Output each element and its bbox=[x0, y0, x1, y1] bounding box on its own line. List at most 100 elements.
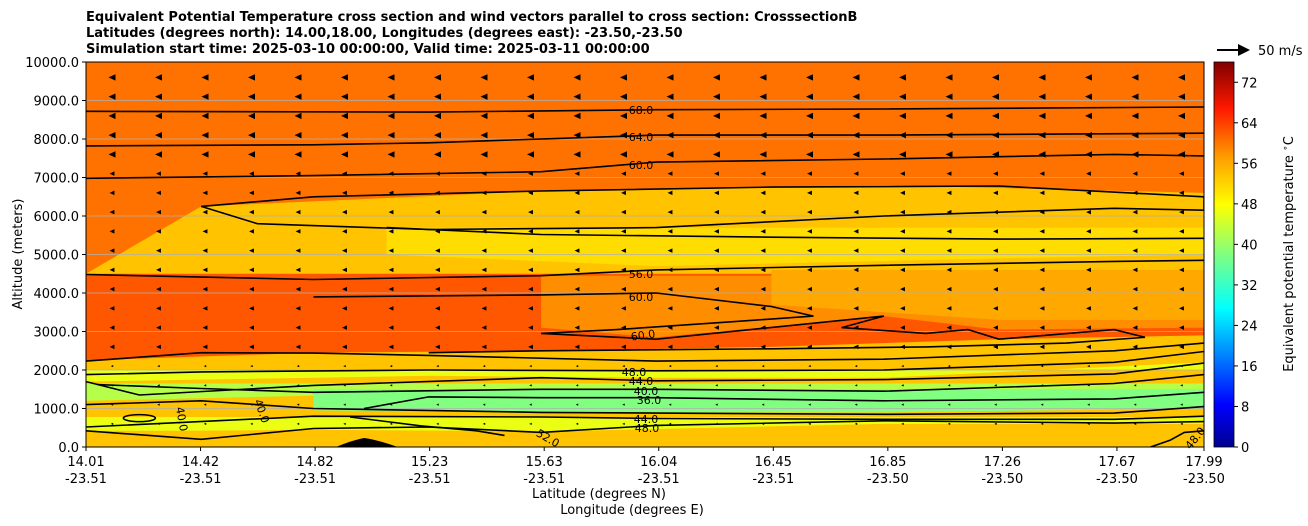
wind-vector-66 bbox=[945, 112, 953, 120]
wind-vector-435 bbox=[250, 422, 253, 426]
wind-vector-182 bbox=[760, 209, 766, 215]
wind-vector-215 bbox=[1179, 229, 1184, 234]
wind-vector-41 bbox=[899, 93, 906, 100]
wind-vector-181 bbox=[714, 209, 719, 215]
wind-vector-213 bbox=[1086, 229, 1091, 234]
temperature-field bbox=[86, 62, 1204, 447]
wind-vector-36 bbox=[666, 93, 674, 100]
wind-vector-1 bbox=[155, 74, 162, 81]
wind-vector-3 bbox=[248, 74, 255, 81]
wind-vector-69 bbox=[1085, 112, 1092, 120]
wind-vector-443 bbox=[622, 422, 625, 426]
wind-key: 50 m/s bbox=[1217, 44, 1303, 59]
colorbar-tick-label-6: 48 bbox=[1241, 198, 1258, 213]
wind-vector-171 bbox=[249, 209, 254, 215]
wind-vector-261 bbox=[1086, 267, 1091, 273]
wind-vector-262 bbox=[1132, 267, 1138, 273]
x-tick-label-lon-10: -23.50 bbox=[1183, 472, 1225, 487]
wind-vector-376 bbox=[854, 365, 858, 368]
wind-vector-131 bbox=[621, 171, 626, 176]
wind-vector-32 bbox=[480, 93, 488, 100]
wind-vector-12 bbox=[666, 74, 674, 81]
y-tick-label-9: 9000.0 bbox=[34, 95, 80, 110]
wind-vector-385 bbox=[157, 384, 160, 387]
wind-vector-75 bbox=[248, 131, 255, 139]
wind-vector-22 bbox=[1131, 74, 1139, 81]
wind-vector-216 bbox=[109, 248, 115, 253]
wind-vector-395 bbox=[622, 384, 625, 387]
wind-vector-174 bbox=[388, 209, 394, 215]
wind-vector-348 bbox=[667, 344, 673, 350]
wind-vector-39 bbox=[806, 93, 813, 100]
y-tick-label-6: 6000.0 bbox=[34, 210, 80, 225]
wind-vector-63 bbox=[806, 112, 813, 120]
wind-vector-49 bbox=[155, 112, 162, 120]
colorbar-tick-label-0: 0 bbox=[1241, 441, 1249, 456]
contour-line-4 bbox=[201, 185, 1204, 208]
wind-vector-53 bbox=[341, 112, 348, 120]
wind-vector-58 bbox=[573, 112, 581, 120]
wind-vector-59 bbox=[620, 112, 627, 120]
contour-label-6: 48.0 bbox=[622, 366, 647, 379]
wind-vector-371 bbox=[622, 365, 625, 368]
wind-vector-279 bbox=[807, 286, 812, 292]
wind-vector-448 bbox=[854, 422, 858, 426]
wind-vector-276 bbox=[667, 286, 673, 292]
contour-line-7 bbox=[313, 292, 1146, 354]
wind-vector-19 bbox=[992, 74, 999, 81]
colorbar-gradient bbox=[1213, 61, 1235, 448]
wind-vector-263 bbox=[1179, 267, 1184, 273]
wind-vector-334 bbox=[1132, 325, 1138, 330]
wind-vector-321 bbox=[528, 325, 533, 330]
wind-vector-250 bbox=[574, 267, 580, 273]
wind-vector-407 bbox=[1180, 384, 1183, 387]
wind-vector-451 bbox=[994, 422, 997, 426]
wind-vector-221 bbox=[342, 248, 347, 253]
wind-vector-275 bbox=[621, 286, 626, 292]
wind-vector-286 bbox=[1132, 286, 1138, 292]
colorbar-tick-label-7: 56 bbox=[1241, 157, 1258, 172]
wind-vector-272 bbox=[481, 286, 487, 292]
wind-vector-78 bbox=[387, 131, 395, 139]
wind-vector-392 bbox=[482, 384, 486, 387]
wind-vector-260 bbox=[1039, 267, 1045, 273]
wind-vector-51 bbox=[248, 112, 255, 120]
wind-vector-207 bbox=[807, 229, 812, 234]
wind-vector-312 bbox=[109, 325, 115, 330]
x-tick-label-lon-8: -23.50 bbox=[981, 472, 1023, 487]
wind-vector-330 bbox=[946, 325, 952, 330]
wind-vector-38 bbox=[759, 93, 767, 100]
wind-vector-267 bbox=[249, 286, 254, 292]
y-axis: 0.0 1000.0 2000.0 3000.0 4000.0 5000.0 6000.0 7… bbox=[25, 56, 86, 456]
wind-vector-255 bbox=[807, 267, 812, 273]
wind-vector-176 bbox=[481, 209, 487, 215]
wind-vector-111 bbox=[806, 151, 813, 158]
wind-vector-297 bbox=[528, 306, 533, 311]
y-tick-label-7: 7000.0 bbox=[34, 172, 80, 187]
x-tick-label-lat-7: 16.85 bbox=[869, 455, 906, 470]
wind-vector-143 bbox=[1179, 171, 1184, 176]
wind-vector-6 bbox=[387, 74, 395, 81]
wind-vector-374 bbox=[761, 365, 765, 368]
y-tick-label-0: 0.0 bbox=[58, 441, 79, 456]
wind-vector-337 bbox=[156, 344, 161, 350]
wind-vector-133 bbox=[714, 171, 719, 176]
wind-vector-7 bbox=[434, 74, 441, 81]
wind-vector-409 bbox=[157, 403, 160, 406]
y-axis-label: Altitude (meters) bbox=[11, 199, 26, 310]
wind-vector-280 bbox=[853, 286, 859, 292]
wind-vector-258 bbox=[946, 267, 952, 273]
wind-vector-27 bbox=[248, 93, 255, 100]
wind-vector-423 bbox=[808, 403, 811, 406]
colorbar: 0 8 16 24 32 40 48 56 64 72 Equivalent potential … bbox=[1213, 61, 1297, 456]
wind-vector-266 bbox=[202, 286, 208, 292]
wind-vector-147 bbox=[249, 190, 254, 196]
wind-vector-346 bbox=[574, 344, 580, 350]
x-tick-label-lat-8: 17.26 bbox=[984, 455, 1021, 470]
wind-vector-28 bbox=[294, 93, 302, 100]
wind-vector-149 bbox=[342, 190, 347, 196]
wind-vector-233 bbox=[900, 248, 905, 253]
contour-line-8 bbox=[86, 342, 1204, 362]
wind-vector-164 bbox=[1039, 190, 1045, 196]
wind-vector-319 bbox=[435, 325, 440, 330]
